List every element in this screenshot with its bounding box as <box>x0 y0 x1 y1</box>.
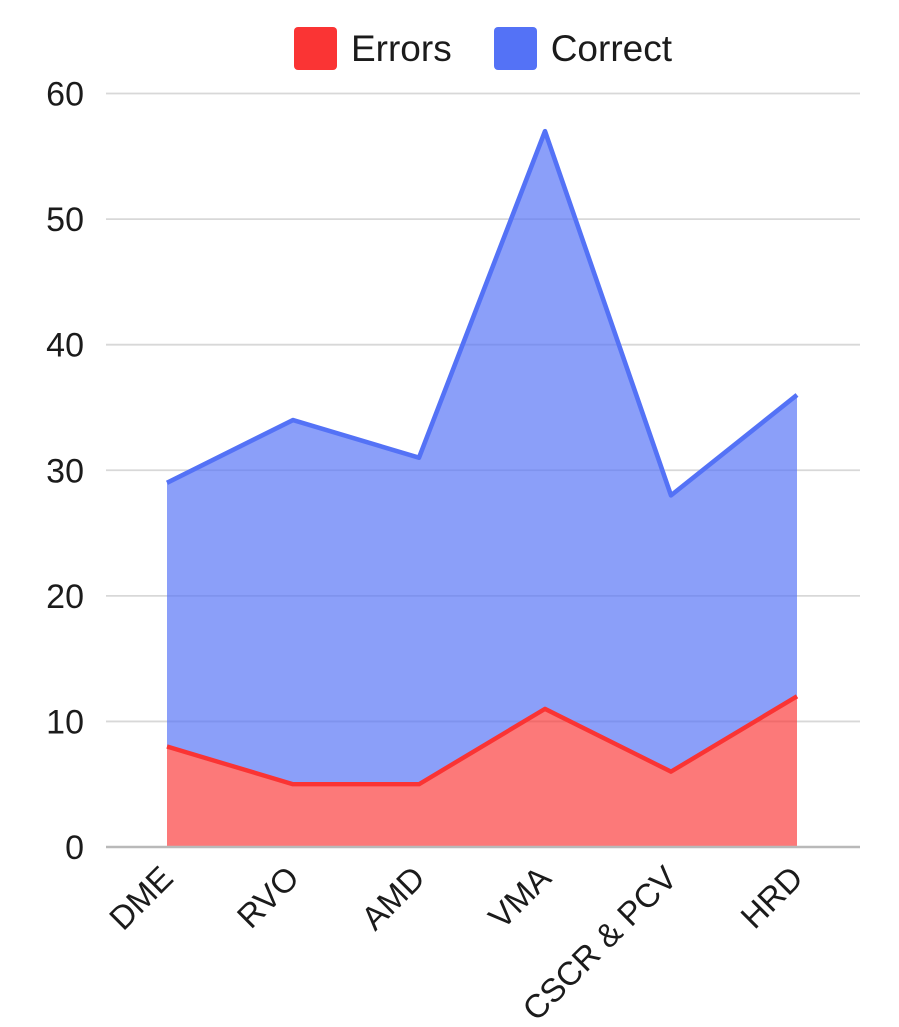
y-axis-tick-label: 0 <box>65 829 84 867</box>
legend-label-errors: Errors <box>350 27 452 69</box>
x-axis-category-label: HRD <box>733 859 810 936</box>
correct-swatch-icon <box>493 26 537 70</box>
y-axis-tick-label: 50 <box>46 201 84 239</box>
y-axis-tick-label: 60 <box>46 76 84 114</box>
x-axis-category-label: AMD <box>354 859 432 937</box>
y-axis-tick-label: 10 <box>46 703 84 741</box>
x-axis-category-label: DME <box>102 859 180 937</box>
errors-line <box>166 694 799 787</box>
x-axis-category-label: RVO <box>230 859 306 935</box>
errors-area <box>167 696 797 847</box>
errors-swatch-icon <box>293 26 337 70</box>
legend: Errors Correct <box>106 22 860 74</box>
y-axis-tick-label: 40 <box>46 327 84 365</box>
legend-item-correct: Correct <box>493 26 673 70</box>
y-axis-tick-label: 30 <box>46 452 84 490</box>
x-axis-category-label: VMA <box>481 859 558 936</box>
legend-label-correct: Correct <box>550 27 673 69</box>
correct-area <box>167 131 797 785</box>
correct-line <box>165 128 799 498</box>
legend-item-errors: Errors <box>293 26 452 70</box>
y-axis-tick-label: 20 <box>46 578 84 616</box>
